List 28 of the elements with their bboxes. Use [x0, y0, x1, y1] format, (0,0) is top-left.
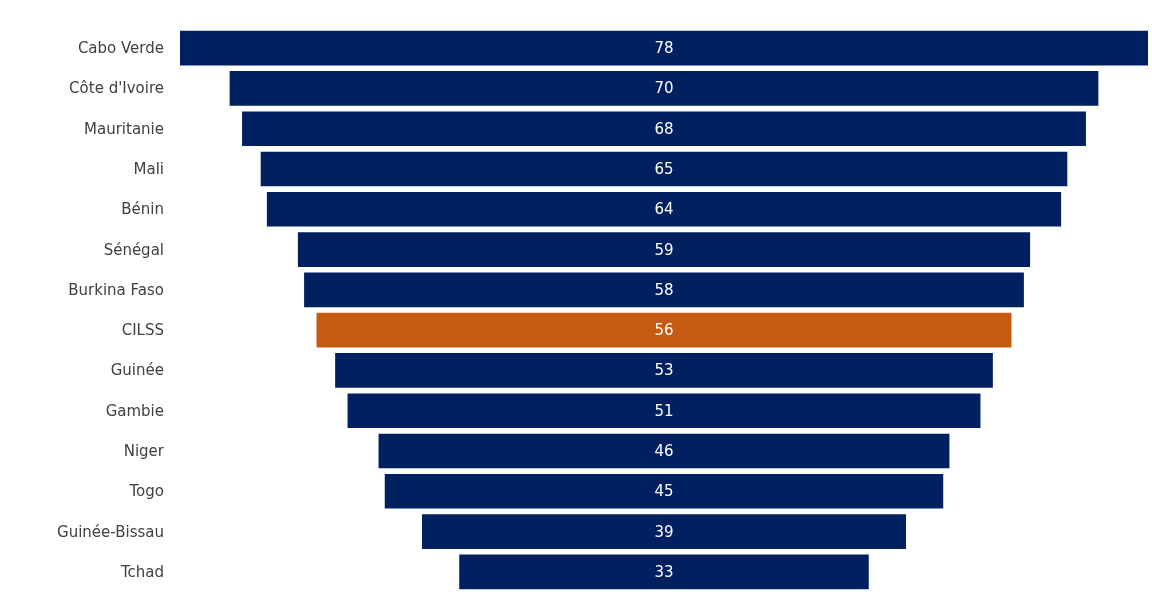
data-label: 65 — [654, 160, 674, 178]
category-label: Togo — [128, 482, 164, 501]
data-label: 53 — [654, 361, 674, 380]
data-label: 78 — [654, 39, 674, 58]
category-label: Gambie — [105, 401, 164, 420]
category-label: Mauritanie — [84, 119, 164, 138]
data-label: 58 — [654, 280, 674, 299]
data-label: 64 — [654, 200, 674, 219]
category-label: Guinée — [110, 361, 164, 380]
category-label: Cabo Verde — [77, 39, 164, 58]
data-label: 33 — [654, 562, 674, 581]
data-label: 45 — [654, 482, 674, 501]
category-label: Niger — [123, 442, 165, 460]
category-label: Bénin — [121, 200, 164, 219]
data-label: 39 — [654, 522, 674, 541]
data-label: 59 — [654, 240, 674, 259]
data-label: 70 — [654, 79, 674, 98]
data-label: 56 — [654, 321, 674, 340]
category-label: Mali — [133, 160, 164, 178]
data-label: 46 — [654, 442, 674, 460]
category-label: Burkina Faso — [68, 280, 164, 299]
category-label: Tchad — [119, 562, 164, 581]
category-label: Côte d'Ivoire — [69, 79, 164, 98]
category-label: CILSS — [121, 321, 164, 340]
data-label: 51 — [654, 401, 674, 420]
category-label: Guinée-Bissau — [57, 522, 164, 541]
category-label: Sénégal — [103, 240, 164, 259]
data-label: 68 — [654, 119, 674, 138]
